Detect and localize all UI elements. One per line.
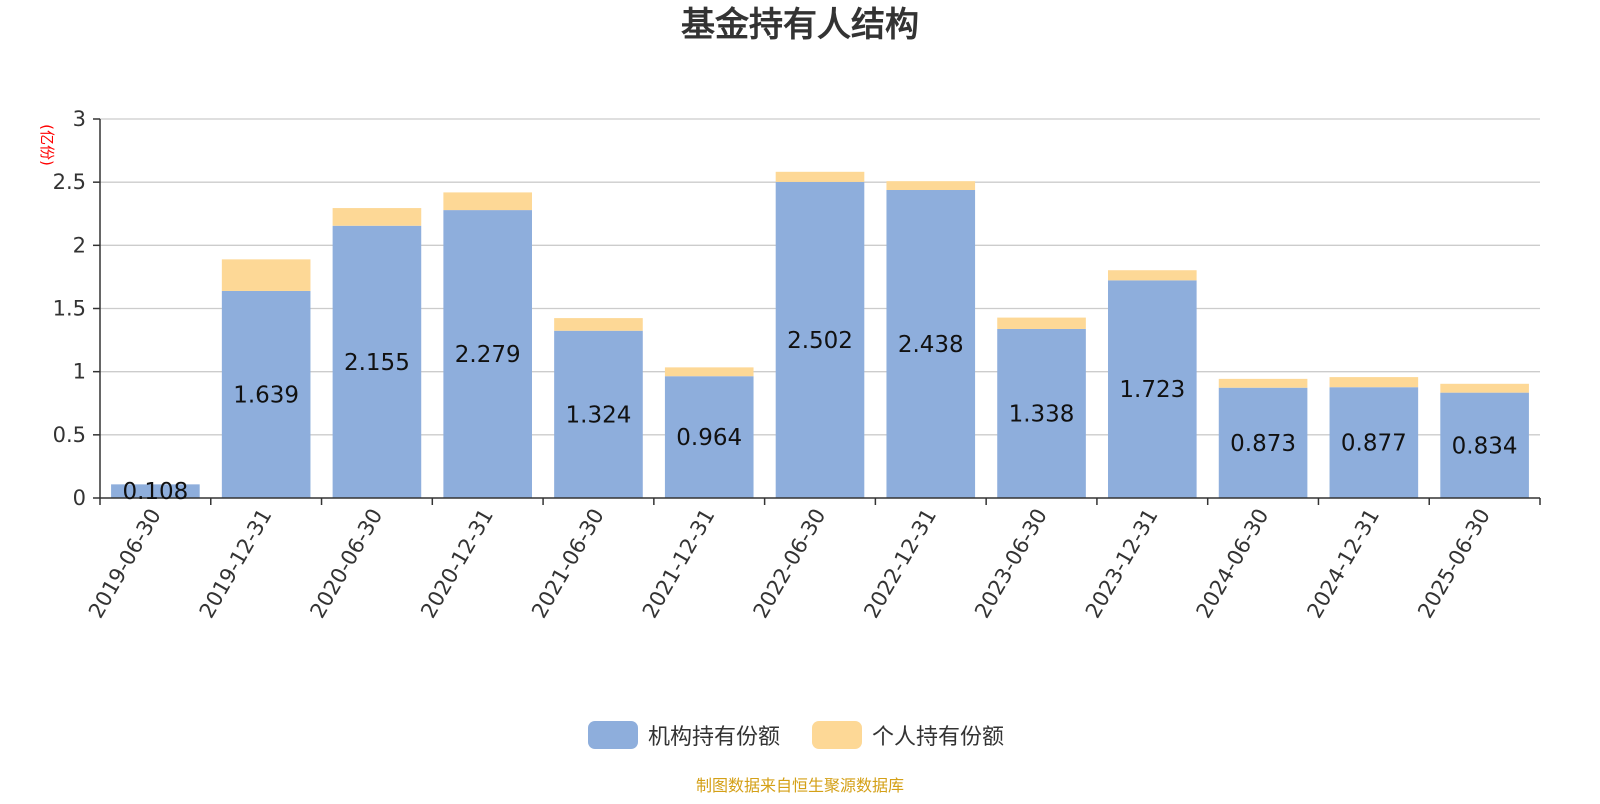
legend-label: 个人持有份额 xyxy=(872,725,1004,750)
x-tick-label: 2020-12-31 xyxy=(416,505,498,623)
data-label: 1.324 xyxy=(566,402,632,428)
bars xyxy=(111,171,1529,499)
y-axis-unit: (亿份) xyxy=(38,124,56,166)
bar-individual xyxy=(775,171,865,182)
y-tick-label: 2.5 xyxy=(53,170,86,194)
x-tick-label: 2021-12-31 xyxy=(638,505,720,623)
bar-institution xyxy=(1329,387,1419,498)
x-tick-label: 2023-06-30 xyxy=(970,505,1052,623)
y-tick-label: 1 xyxy=(73,360,86,384)
data-label: 2.279 xyxy=(455,342,521,368)
bar-individual xyxy=(1329,377,1419,388)
bar-institution xyxy=(443,210,532,498)
x-tick-label: 2022-12-31 xyxy=(859,505,941,623)
y-tick-label: 0 xyxy=(73,486,86,510)
data-label: 1.338 xyxy=(1009,401,1075,427)
x-tick-label: 2021-06-30 xyxy=(527,505,609,623)
x-tick-label: 2023-12-31 xyxy=(1081,505,1163,623)
bar-institution xyxy=(1440,392,1529,498)
bar-individual xyxy=(886,181,976,190)
bar-institution xyxy=(221,290,311,498)
bar-individual xyxy=(1440,383,1529,393)
data-label: 0.108 xyxy=(122,479,188,505)
bar-individual xyxy=(664,367,754,377)
bar-institution xyxy=(775,181,865,498)
bar-institution xyxy=(1108,280,1197,498)
legend-swatch xyxy=(812,721,862,749)
x-tick-label: 2025-06-30 xyxy=(1413,505,1495,623)
data-label: 0.873 xyxy=(1230,431,1296,457)
x-tick-label: 2024-06-30 xyxy=(1192,505,1274,623)
y-tick-label: 3 xyxy=(73,107,86,131)
bar-individual xyxy=(1218,378,1308,388)
x-tick-label: 2020-06-30 xyxy=(305,505,387,623)
source-note: 制图数据来自恒生聚源数据库 xyxy=(696,776,904,795)
bar-institution xyxy=(554,330,643,498)
y-tick-label: 0.5 xyxy=(53,423,86,447)
bar-individual xyxy=(332,208,422,226)
data-label: 1.723 xyxy=(1119,377,1185,403)
bar-individual xyxy=(997,317,1086,329)
bar-individual xyxy=(221,259,311,291)
bar-individual xyxy=(554,318,643,331)
bar-institution xyxy=(332,225,422,499)
x-tick-label: 2024-12-31 xyxy=(1302,505,1384,623)
data-label: 0.964 xyxy=(676,425,742,451)
legend: 机构持有份额 个人持有份额 xyxy=(588,721,1004,750)
data-label: 2.502 xyxy=(787,328,853,354)
data-label: 2.155 xyxy=(344,350,410,376)
data-label: 0.877 xyxy=(1341,431,1407,457)
legend-swatch xyxy=(588,721,638,749)
y-tick-label: 2 xyxy=(73,233,86,257)
bar-institution xyxy=(664,376,754,498)
bar-individual xyxy=(1108,270,1197,281)
bar-institution xyxy=(1218,387,1308,498)
y-tick-label: 1.5 xyxy=(53,297,86,321)
legend-label: 机构持有份额 xyxy=(648,725,780,750)
data-label: 2.438 xyxy=(898,332,964,358)
bar-individual xyxy=(443,192,532,211)
x-tick-label: 2019-12-31 xyxy=(195,505,277,623)
x-tick-label: 2022-06-30 xyxy=(749,505,831,623)
data-label: 1.639 xyxy=(233,382,299,408)
bar-institution xyxy=(997,328,1086,498)
bar-institution xyxy=(111,484,200,498)
data-label: 0.834 xyxy=(1452,433,1518,459)
bar-institution xyxy=(886,189,976,498)
chart-title: 基金持有人结构 xyxy=(681,5,919,45)
data-labels: 0.108 1.639 2.155 2.279 1.324 0.964 2.502 2.438… xyxy=(122,328,1517,505)
x-tick-label: 2019-06-30 xyxy=(84,505,166,623)
